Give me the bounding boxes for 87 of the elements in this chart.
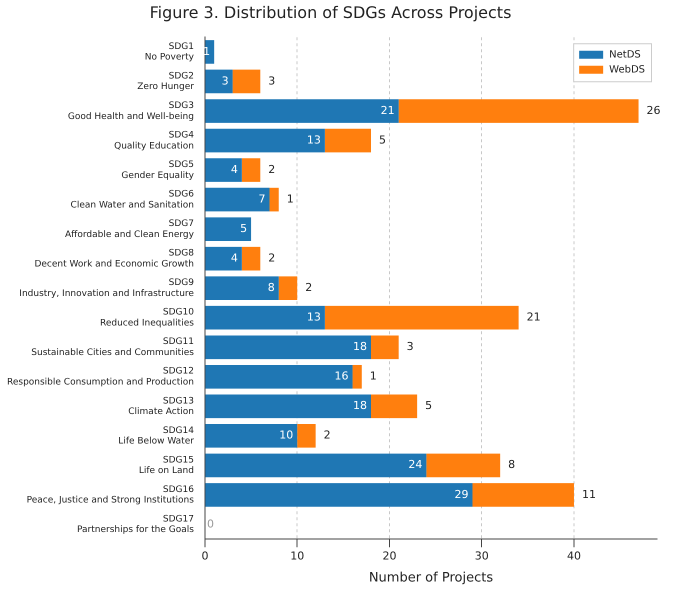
bar (205, 40, 214, 64)
data-label: 5 (379, 133, 386, 146)
data-label: 2 (324, 428, 331, 442)
bar (205, 188, 270, 212)
data-label: 29 (454, 488, 468, 501)
y-tick-label: SDG12 Responsible Consumption and Production (6, 366, 194, 388)
bar (205, 128, 325, 152)
bar (242, 158, 260, 182)
data-label: 4 (230, 162, 238, 176)
x-tick-label: 30 (474, 550, 489, 563)
data-label: 2 (268, 252, 276, 265)
data-label: 5 (240, 222, 248, 235)
data-label: 2 (305, 281, 312, 294)
bar (324, 128, 372, 152)
data-label: 8 (268, 281, 275, 294)
y-tick-label: SDG9 Industry, Innovation and Infrastructure (19, 278, 194, 299)
bar (205, 335, 372, 360)
bar (205, 276, 279, 300)
data-label: 5 (425, 399, 432, 412)
data-label: 11 (582, 488, 596, 501)
data-label: 2 (268, 162, 276, 176)
bar (205, 70, 233, 94)
y-tick-label: SDG8 Decent Work and Economic Growth (34, 248, 194, 270)
bar (426, 454, 500, 478)
data-label: 18 (353, 340, 368, 354)
y-tick-label: SDG1 No Poverty (144, 42, 195, 63)
data-label: 4 (230, 252, 238, 265)
y-tick-label: SDG11 Sustainable Cities and Communities (31, 337, 194, 358)
y-tick-label: SDG16 Peace, Justice and Strong Institutions (26, 484, 194, 506)
data-label: 1 (286, 192, 294, 206)
bar (270, 188, 279, 212)
data-label: 13 (306, 310, 321, 324)
x-tick-label: 0 (201, 550, 208, 563)
data-label: 21 (526, 310, 541, 324)
bar (232, 70, 260, 94)
data-label: 3 (222, 74, 229, 88)
y-tick-label: SDG17 Partnerships for the Goals (77, 514, 194, 536)
y-tick-label: SDG4 Quality Education (114, 130, 194, 152)
bar (352, 364, 362, 389)
data-label: 13 (306, 133, 321, 146)
bar (205, 158, 242, 182)
data-label: 24 (408, 458, 422, 472)
bar (205, 99, 399, 123)
data-label: 7 (258, 192, 266, 206)
y-tick-label: SDG7 Affordable and Clean Energy (64, 219, 195, 240)
y-tick-label: SDG3 Good Health and Well-being (68, 100, 194, 122)
data-label: 0 (206, 517, 214, 530)
bar (472, 483, 574, 507)
bar (205, 454, 426, 478)
bar (398, 99, 639, 123)
data-label: 3 (268, 74, 276, 88)
bar (205, 246, 242, 270)
bar (205, 394, 372, 418)
y-tick-label: SDG2 Zero Hunger (137, 71, 194, 92)
bar (205, 364, 353, 389)
bar (278, 276, 298, 300)
bar (205, 483, 472, 507)
x-axis-title: Number of Projects (368, 570, 494, 586)
data-label: 10 (279, 428, 294, 442)
bar (297, 424, 316, 448)
bar (242, 246, 260, 270)
y-tick-label: SDG15 Life on Land (138, 455, 194, 476)
bar (371, 335, 399, 360)
bar (371, 394, 418, 418)
data-label: 1 (370, 370, 377, 383)
data-label: 26 (646, 104, 661, 117)
x-tick-label: 40 (566, 550, 581, 563)
data-label: 8 (508, 458, 516, 472)
data-label: 16 (334, 370, 349, 383)
bar (324, 306, 519, 330)
legend-label: NetDS (609, 49, 641, 60)
y-tick-label: SDG14 Life Below Water (118, 426, 194, 447)
chart-title: Figure 3. Distribution of SDGs Across Projects (150, 2, 512, 22)
y-tick-label: SDG10 Reduced Inequalities (100, 308, 194, 328)
bar (205, 306, 325, 330)
legend-label: WebDS (609, 64, 646, 76)
data-label: 18 (353, 399, 368, 412)
y-tick-label: SDG5 Gender Equality (121, 160, 195, 181)
x-tick-label: 10 (290, 550, 304, 563)
data-label: 21 (380, 104, 395, 117)
data-label: 3 (406, 340, 414, 354)
y-tick-label: SDG6 Clean Water and Sanitation (70, 190, 194, 210)
x-tick-label: 20 (382, 550, 396, 563)
bar (205, 217, 252, 241)
bar (205, 424, 298, 448)
data-label: 1 (203, 44, 210, 58)
y-tick-label: SDG13 Climate Action (128, 396, 194, 418)
